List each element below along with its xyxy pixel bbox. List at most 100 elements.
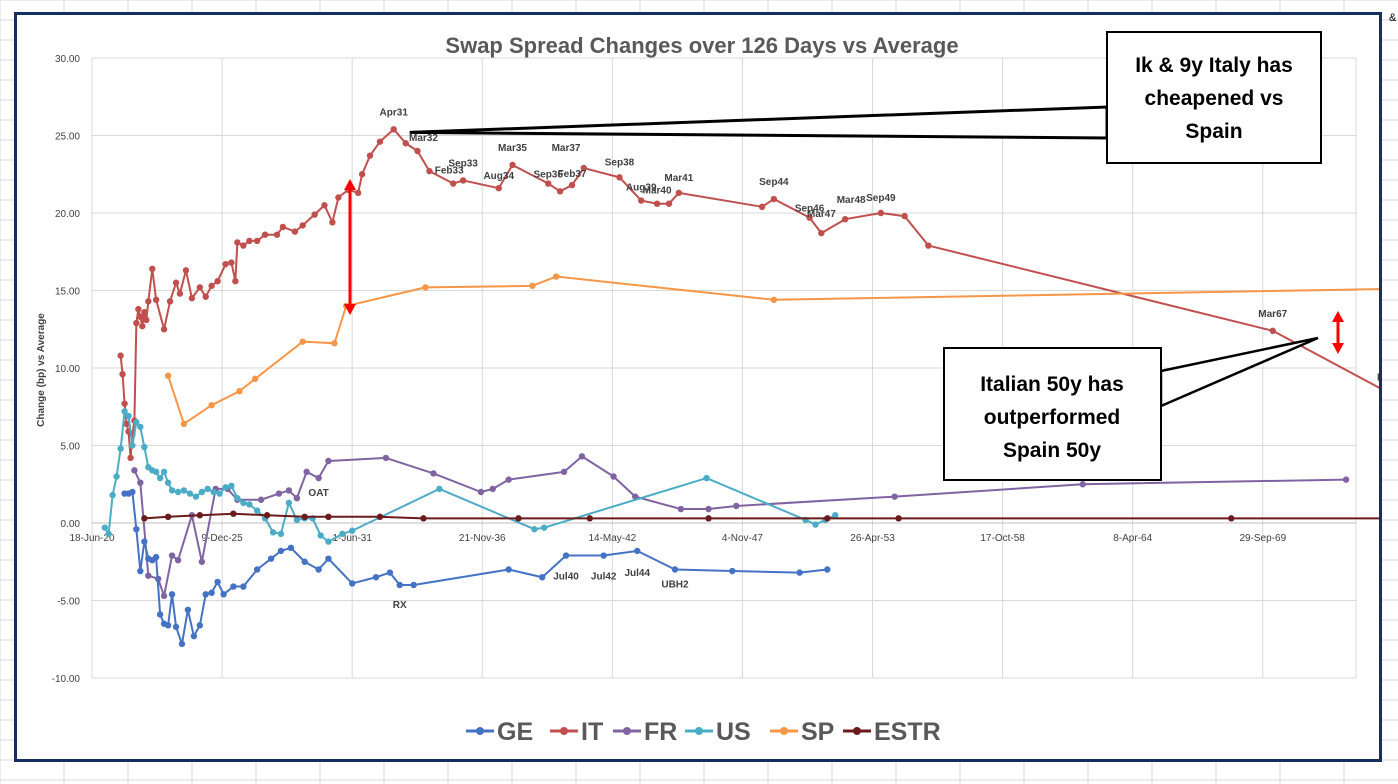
data-point-it [188, 295, 196, 302]
series-estr [141, 510, 1379, 522]
data-point-it [121, 400, 128, 407]
data-point-us [253, 507, 261, 514]
data-point-it [240, 242, 247, 249]
point-label: Mar48 [837, 195, 866, 206]
data-point-it [818, 229, 825, 237]
corner-cell-text: & [1389, 12, 1397, 24]
data-point-us [113, 473, 120, 480]
data-point-us [277, 530, 285, 538]
data-point-ge [164, 622, 172, 629]
data-point-sp [299, 338, 306, 345]
data-point-it [449, 180, 457, 187]
data-point-ge [372, 574, 380, 581]
data-point-estr [141, 515, 148, 522]
data-point-ge [267, 555, 275, 562]
data-point-sp [331, 340, 338, 347]
data-point-us [156, 474, 164, 482]
data-point-fr [382, 454, 390, 462]
data-point-us [204, 485, 211, 493]
data-point-ge [671, 566, 679, 573]
legend-label: SP [801, 718, 834, 746]
data-point-it [279, 223, 287, 231]
data-point-fr [610, 473, 617, 480]
legend-item-it: IT [550, 718, 603, 746]
data-point-us [152, 468, 160, 476]
data-point-sp [422, 284, 429, 291]
legend-item-ge: GE [466, 718, 533, 746]
data-point-ge [133, 526, 140, 533]
data-point-it [202, 293, 209, 300]
point-label: RX [393, 600, 407, 611]
point-label: Sep36 [533, 170, 563, 181]
callout-text-line: Ik & 9y Italy has [1135, 54, 1293, 77]
callout-box [943, 347, 1162, 481]
point-label: Mar32 [409, 133, 438, 144]
x-tick-label: 18-Jun-20 [69, 533, 114, 544]
data-point-it [214, 278, 221, 285]
legend-marker [695, 727, 703, 735]
data-point-fr [303, 468, 310, 476]
data-point-fr [198, 558, 206, 565]
data-point-us [210, 488, 217, 496]
y-tick-label: 25.00 [55, 132, 80, 143]
data-point-sp [180, 420, 188, 427]
data-point-us [240, 499, 247, 507]
data-point-us [168, 487, 176, 494]
data-point-ge [634, 547, 641, 555]
legend-marker [853, 727, 861, 735]
data-point-ge [505, 566, 512, 573]
data-point-fr [285, 487, 293, 494]
series-sp [164, 273, 1379, 427]
callout-pointer-italy [409, 105, 1109, 140]
data-point-us [101, 524, 109, 531]
data-point-it [253, 237, 261, 245]
data-point-sp [251, 375, 259, 383]
data-point-it [291, 228, 299, 235]
data-point-us [234, 495, 241, 502]
data-point-estr [515, 515, 522, 522]
data-point-us [317, 532, 324, 539]
callout-text-line: Italian 50y has [980, 373, 1124, 396]
data-point-us [105, 530, 112, 538]
data-point-ge [824, 566, 831, 573]
data-point-estr [263, 512, 271, 519]
data-point-fr [315, 474, 322, 482]
data-point-us [125, 412, 132, 420]
point-label: Apr31 [380, 107, 409, 118]
data-point-ge [172, 623, 180, 631]
data-point-ge [178, 640, 186, 648]
data-point-it [246, 237, 253, 245]
point-label: Sep46 [795, 204, 825, 215]
data-point-ge [277, 547, 285, 555]
data-point-sp [164, 372, 172, 379]
data-point-it [758, 203, 766, 210]
x-tick-label: 14-May-42 [588, 533, 636, 544]
data-point-it [806, 214, 813, 221]
data-point-it [665, 200, 673, 207]
data-point-ge [348, 580, 356, 587]
series-ge [121, 488, 831, 648]
data-point-us [293, 516, 301, 524]
data-point-us [109, 491, 116, 499]
data-point-us [339, 530, 346, 538]
point-label: UBH2 [661, 580, 689, 591]
data-point-it [358, 171, 366, 178]
data-point-fr [137, 479, 144, 486]
data-point-estr [586, 515, 593, 522]
data-point-fr [131, 467, 138, 474]
data-point-estr [196, 512, 204, 519]
data-point-estr [301, 513, 308, 520]
data-point-ge [220, 591, 227, 598]
axis-tick-labels: 30.00 25.00 20.00 15.00 10.00 5.00 0.00 -5.00 -1… [52, 54, 1287, 685]
data-point-ge [729, 567, 736, 575]
data-point-it [261, 231, 269, 238]
data-point-it [176, 290, 184, 297]
legend-item-estr: ESTR [843, 718, 941, 746]
data-point-fr [632, 493, 639, 500]
point-label: Aug34 [483, 171, 514, 182]
data-point-it [1269, 327, 1276, 334]
data-point-us [325, 538, 332, 545]
data-point-it [232, 278, 239, 285]
x-tick-label: 26-Apr-53 [850, 533, 895, 544]
callout-text-line: cheapened vs [1145, 87, 1284, 110]
